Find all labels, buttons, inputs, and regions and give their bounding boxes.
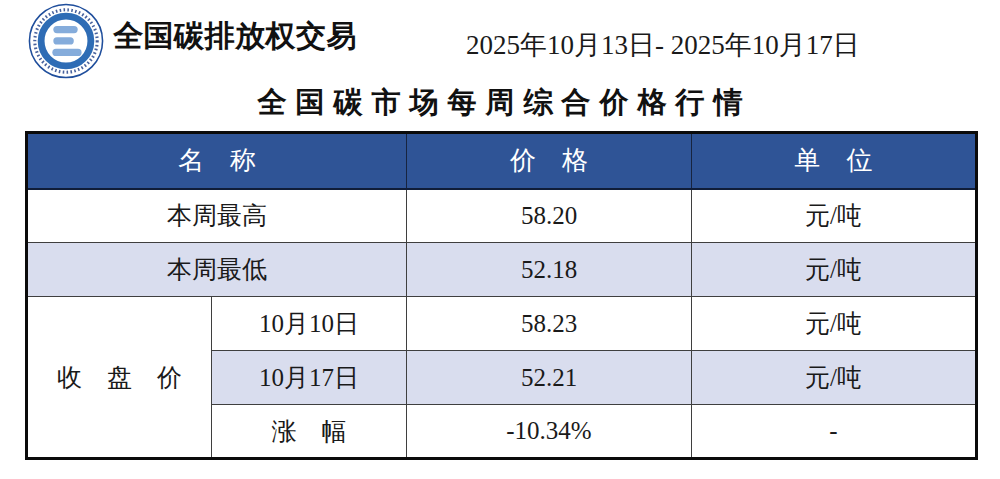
logo-badge-icon bbox=[27, 2, 105, 80]
cell-price: -10.34% bbox=[407, 405, 692, 459]
row-week-high: 本周最高 58.20 元/吨 bbox=[27, 189, 977, 243]
cell-price: 52.18 bbox=[407, 243, 692, 297]
cell-close-price-label: 收 盘 价 bbox=[27, 297, 212, 459]
carbon-exchange-logo-icon bbox=[27, 2, 105, 80]
brand-title: 全国碳排放权交易 bbox=[113, 16, 357, 57]
cell-name: 本周最低 bbox=[27, 243, 407, 297]
date-range: 2025年10月13日- 2025年10月17日 bbox=[466, 27, 860, 63]
cell-price: 52.21 bbox=[407, 351, 692, 405]
price-table: 名 称 价 格 单 位 本周最高 58.20 元/吨 本周最低 52.18 元/… bbox=[25, 131, 978, 460]
cell-unit: 元/吨 bbox=[692, 243, 977, 297]
weekly-price-notice: 全国碳排放权交易 2025年10月13日- 2025年10月17日 全国碳市场每… bbox=[0, 0, 1000, 479]
cell-price: 58.20 bbox=[407, 189, 692, 243]
row-close-1010: 收 盘 价 10月10日 58.23 元/吨 bbox=[27, 297, 977, 351]
cell-name: 本周最高 bbox=[27, 189, 407, 243]
cell-unit: - bbox=[692, 405, 977, 459]
cell-name: 涨 幅 bbox=[212, 405, 407, 459]
column-header-unit: 单 位 bbox=[692, 133, 977, 189]
column-header-name: 名 称 bbox=[27, 133, 407, 189]
cell-unit: 元/吨 bbox=[692, 351, 977, 405]
cell-unit: 元/吨 bbox=[692, 297, 977, 351]
column-header-price: 价 格 bbox=[407, 133, 692, 189]
page-title: 全国碳市场每周综合价格行情 bbox=[0, 83, 1000, 123]
table-header-row: 名 称 价 格 单 位 bbox=[27, 133, 977, 189]
cell-name: 10月17日 bbox=[212, 351, 407, 405]
cell-unit: 元/吨 bbox=[692, 189, 977, 243]
cell-price: 58.23 bbox=[407, 297, 692, 351]
row-week-low: 本周最低 52.18 元/吨 bbox=[27, 243, 977, 297]
cell-name: 10月10日 bbox=[212, 297, 407, 351]
